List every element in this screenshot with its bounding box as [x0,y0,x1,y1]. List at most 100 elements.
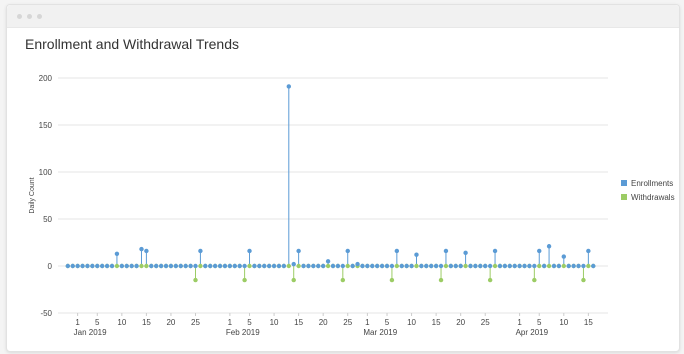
enrollments-point [365,263,370,269]
enrollments-point [374,263,380,269]
minimize-dot[interactable] [27,14,32,19]
enrollments-point [546,244,552,249]
enrollments-point [281,263,287,269]
x-tick-label: 10 [270,318,279,327]
enrollments-point [237,263,242,269]
enrollments-point [399,263,404,269]
enrollments-point [266,263,272,269]
enrollments-point [532,263,537,269]
enrollments-point [144,248,149,254]
withdrawals-point [537,263,542,269]
x-tick-label: 20 [166,318,175,327]
enrollments-point [438,263,444,269]
enrollments-point [384,263,390,269]
y-tick-label: 0 [48,262,53,271]
close-dot[interactable] [17,14,22,19]
chart-title: Enrollment and Withdrawal Trends [25,36,239,52]
enrollments-point [124,263,129,269]
enrollments-point [158,263,164,269]
enrollments-point [502,263,508,269]
x-tick-label: 10 [117,318,126,327]
x-tick-label: 1 [228,318,233,327]
enrollments-point [198,248,203,254]
x-tick-label: 20 [319,318,328,327]
x-tick-label: 1 [75,318,80,327]
withdrawals-point [532,277,537,283]
enrollments-point [487,263,493,269]
enrollments-point [458,263,463,269]
maximize-dot[interactable] [37,14,42,19]
enrollments-point [178,263,183,269]
x-tick-label: 1 [517,318,522,327]
enrollments-point [75,263,80,269]
enrollments-point [306,263,311,269]
enrollments-point [203,263,208,269]
x-tick-label: 15 [142,318,151,327]
enrollments-point [537,248,542,254]
enrollments-point [134,263,139,269]
enrollments-point [360,263,365,269]
withdrawals-point [561,263,567,269]
withdrawals-point [114,263,120,269]
legend-swatch-withdrawals [621,194,627,200]
enrollments-point [257,263,262,269]
enrollments-point [316,263,321,269]
enrollments-point [173,263,179,269]
withdrawals-point [144,263,149,269]
enrollments-point [433,263,439,269]
enrollments-point [114,251,120,256]
x-month-label: Jan 2019 [74,328,107,337]
x-month-label: Apr 2019 [516,328,549,337]
withdrawals-point [296,263,301,269]
enrollments-point [291,261,296,267]
withdrawals-point [198,263,203,269]
enrollments-point [512,263,517,269]
enrollments-point [296,248,301,254]
enrollments-point [463,250,468,256]
enrollments-point [492,248,498,254]
x-tick-label: 15 [584,318,593,327]
enrollments-point [109,263,115,269]
x-tick-label: 25 [481,318,490,327]
enrollments-point [129,263,134,269]
enrollments-point [271,263,277,269]
enrollments-point [325,259,331,264]
x-tick-label: 10 [559,318,568,327]
enrollments-point [576,263,581,269]
enrollments-point [247,248,252,254]
withdrawals-point [586,263,591,269]
withdrawals-point [340,277,346,283]
withdrawals-point [389,277,395,283]
withdrawals-point [291,277,296,283]
enrollments-point [591,263,596,269]
withdrawals-point [139,263,144,269]
withdrawals-point [487,277,493,283]
enrollments-point [468,263,473,269]
enrollments-point [389,263,395,269]
enrollments-point [311,263,316,269]
x-month-label: Feb 2019 [226,328,260,337]
y-tick-label: 100 [39,168,53,177]
y-axis-label: Daily Count [29,177,36,213]
enrollments-point [212,263,218,269]
withdrawals-point [463,263,468,269]
enrollments-point [139,246,144,252]
withdrawals-point [438,277,444,283]
enrollments-point [154,263,159,269]
enrollments-point [90,263,95,269]
enrollments-point [208,263,213,269]
withdrawals-point [414,263,419,269]
enrollments-point [335,263,341,269]
enrollments-point [424,263,429,269]
enrollments-point [419,263,424,269]
enrollments-point [355,261,360,267]
withdrawals-point [325,263,331,269]
enrollments-point [345,248,350,254]
enrollments-point [483,263,488,269]
chart-window [6,4,680,352]
x-tick-label: 20 [456,318,465,327]
enrollments-point [340,263,346,269]
enrollments-point [85,263,90,269]
enrollments-point [330,263,336,269]
enrollments-point [541,263,547,269]
